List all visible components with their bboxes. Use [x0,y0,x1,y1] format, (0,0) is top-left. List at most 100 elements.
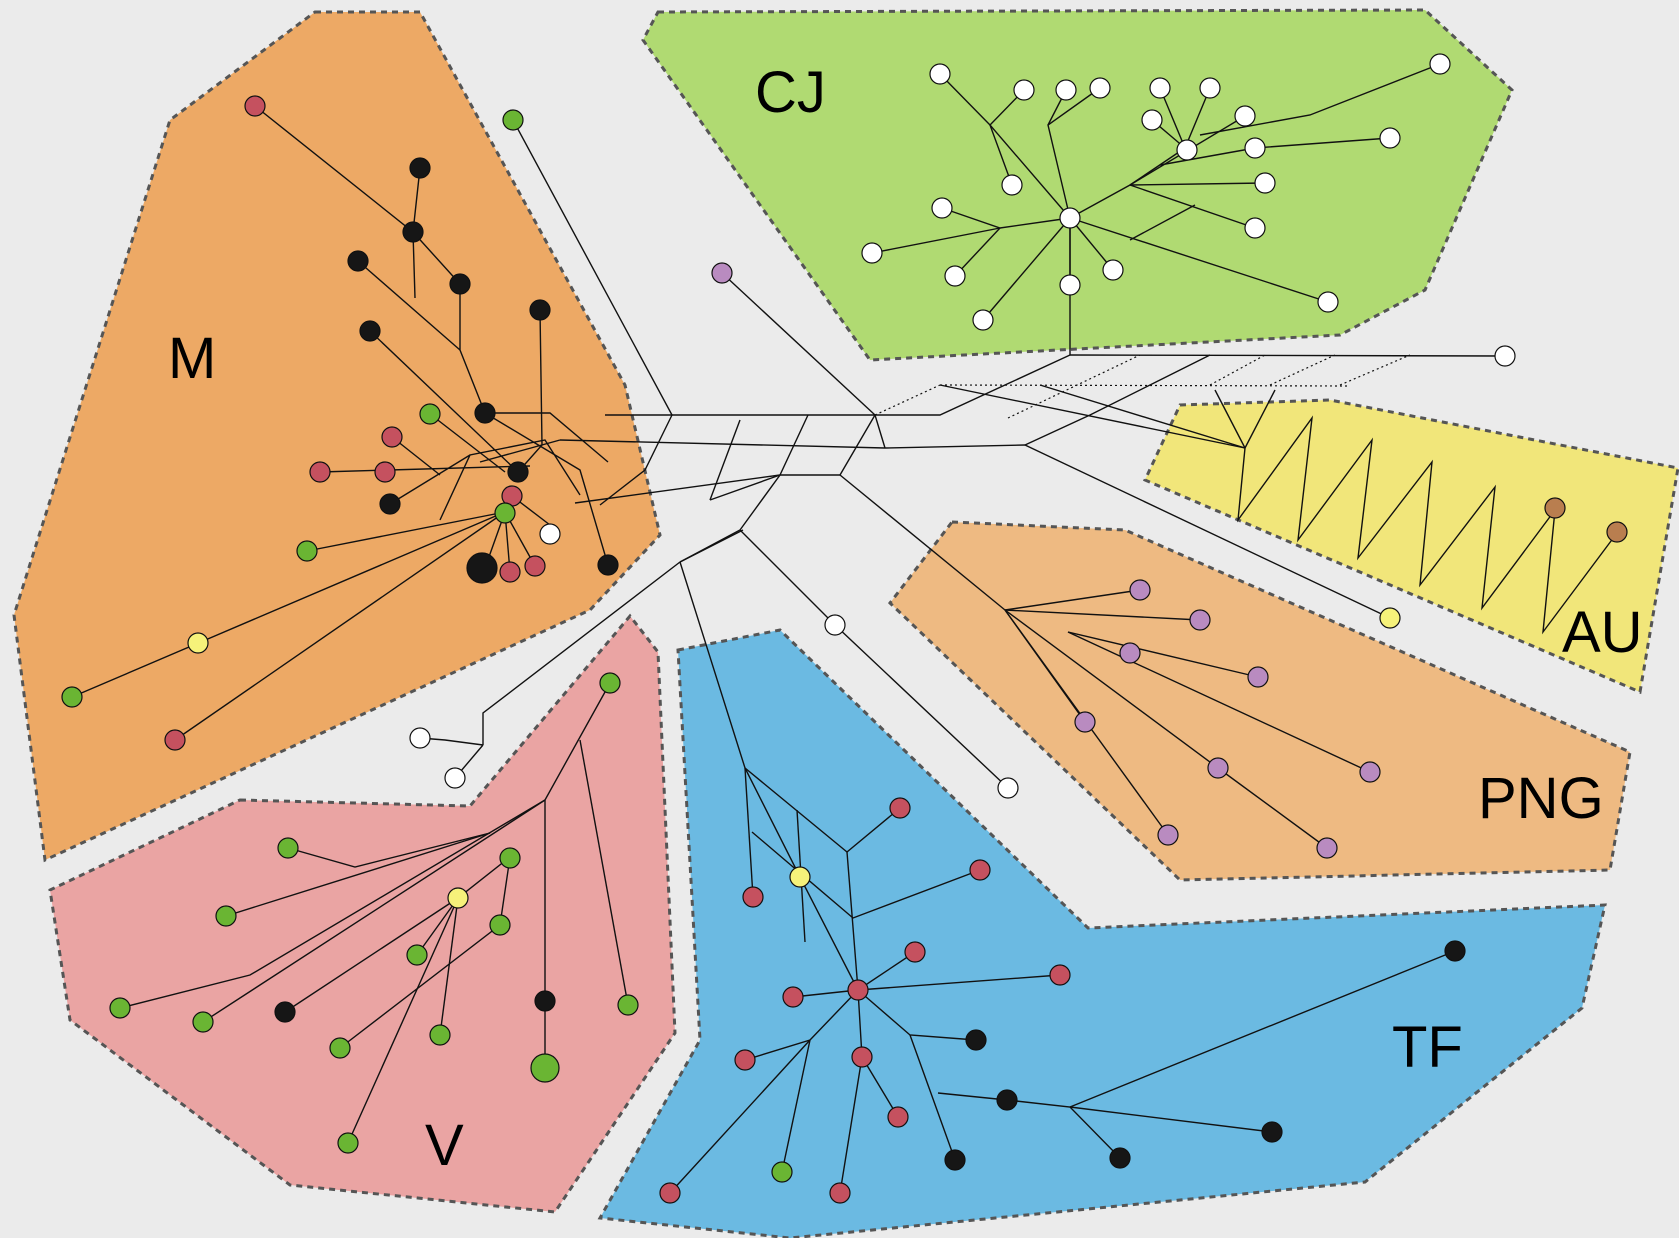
region-label-v: V [425,1113,464,1178]
network-node [1059,274,1081,296]
network-node [1141,109,1163,131]
network-node [1234,105,1256,127]
network-node [944,1149,966,1171]
network-node [829,1182,851,1204]
dotted-links [874,354,1411,419]
network-node [1102,259,1124,281]
network-node [1429,53,1451,75]
network-node [409,157,431,179]
network-node [449,273,471,295]
network-node [659,1182,681,1204]
network-node [530,1053,560,1083]
network-node [347,250,369,272]
network-node [887,1106,909,1128]
network-node [192,1011,214,1033]
network-node [1049,964,1071,986]
network-node [929,63,951,85]
region-label-png: PNG [1478,766,1604,831]
network-node [711,262,733,284]
network-node [931,197,953,219]
network-node [274,1001,296,1023]
network-node [1244,137,1266,159]
network-node [972,309,994,331]
network-node [1176,139,1198,161]
region-png [887,520,1632,882]
network-node [734,1049,756,1071]
network-node [1544,497,1566,519]
network-node [359,320,381,342]
network-node [944,265,966,287]
network-node [429,1024,451,1046]
network-node [524,555,546,577]
network-node [1359,761,1381,783]
region-tf [597,628,1607,1238]
network-node [1109,1147,1131,1169]
network-node [499,561,521,583]
network-node [379,493,401,515]
network-node [502,109,524,131]
network-node [617,994,639,1016]
network-node [296,540,318,562]
network-node [489,914,511,936]
network-edges [71,63,1618,1194]
network-node [164,729,186,751]
network-node [997,777,1019,799]
network-node [771,1161,793,1183]
region-cj [641,8,1514,362]
network-node [1494,345,1516,367]
network-node [529,299,551,321]
region-label-m: M [168,326,216,391]
network-node [1059,207,1081,229]
network-node [599,672,621,694]
network-node [789,866,811,888]
region-label-au: AU [1562,600,1643,665]
network-node [309,461,331,483]
region-label-cj: CJ [755,60,826,125]
network-node [1013,79,1035,101]
network-node [1119,642,1141,664]
network-node [1149,77,1171,99]
network-node [466,552,498,584]
network-node [419,403,441,425]
network-node [1317,291,1339,313]
network-node [1316,837,1338,859]
network-node [904,941,926,963]
network-node [494,502,516,524]
network-node [61,686,83,708]
network-node [187,632,209,654]
network-node [1379,127,1401,149]
network-node [1074,711,1096,733]
network-node [244,95,266,117]
network-node [1379,607,1401,629]
network-node [824,614,846,636]
network-node [1157,824,1179,846]
network-node [444,767,466,789]
network-node [539,523,561,545]
network-node [1254,172,1276,194]
region-label-tf: TF [1392,1015,1463,1080]
network-node [597,554,619,576]
network-node [447,887,469,909]
network-node [965,1029,987,1051]
network-node [1089,77,1111,99]
network-node [1244,217,1266,239]
region-v [48,613,677,1214]
network-node [337,1132,359,1154]
network-nodes [61,53,1628,1204]
network-node [851,1046,873,1068]
network-node [889,797,911,819]
network-node [969,859,991,881]
network-node [406,944,428,966]
network-node [1207,757,1229,779]
region-m [12,10,662,863]
network-node [742,886,764,908]
network-node [277,837,299,859]
network-node [1247,666,1269,688]
network-node [381,426,403,448]
network-node [402,221,424,243]
network-node [1001,174,1023,196]
network-node [1189,609,1211,631]
network-node [1199,77,1221,99]
